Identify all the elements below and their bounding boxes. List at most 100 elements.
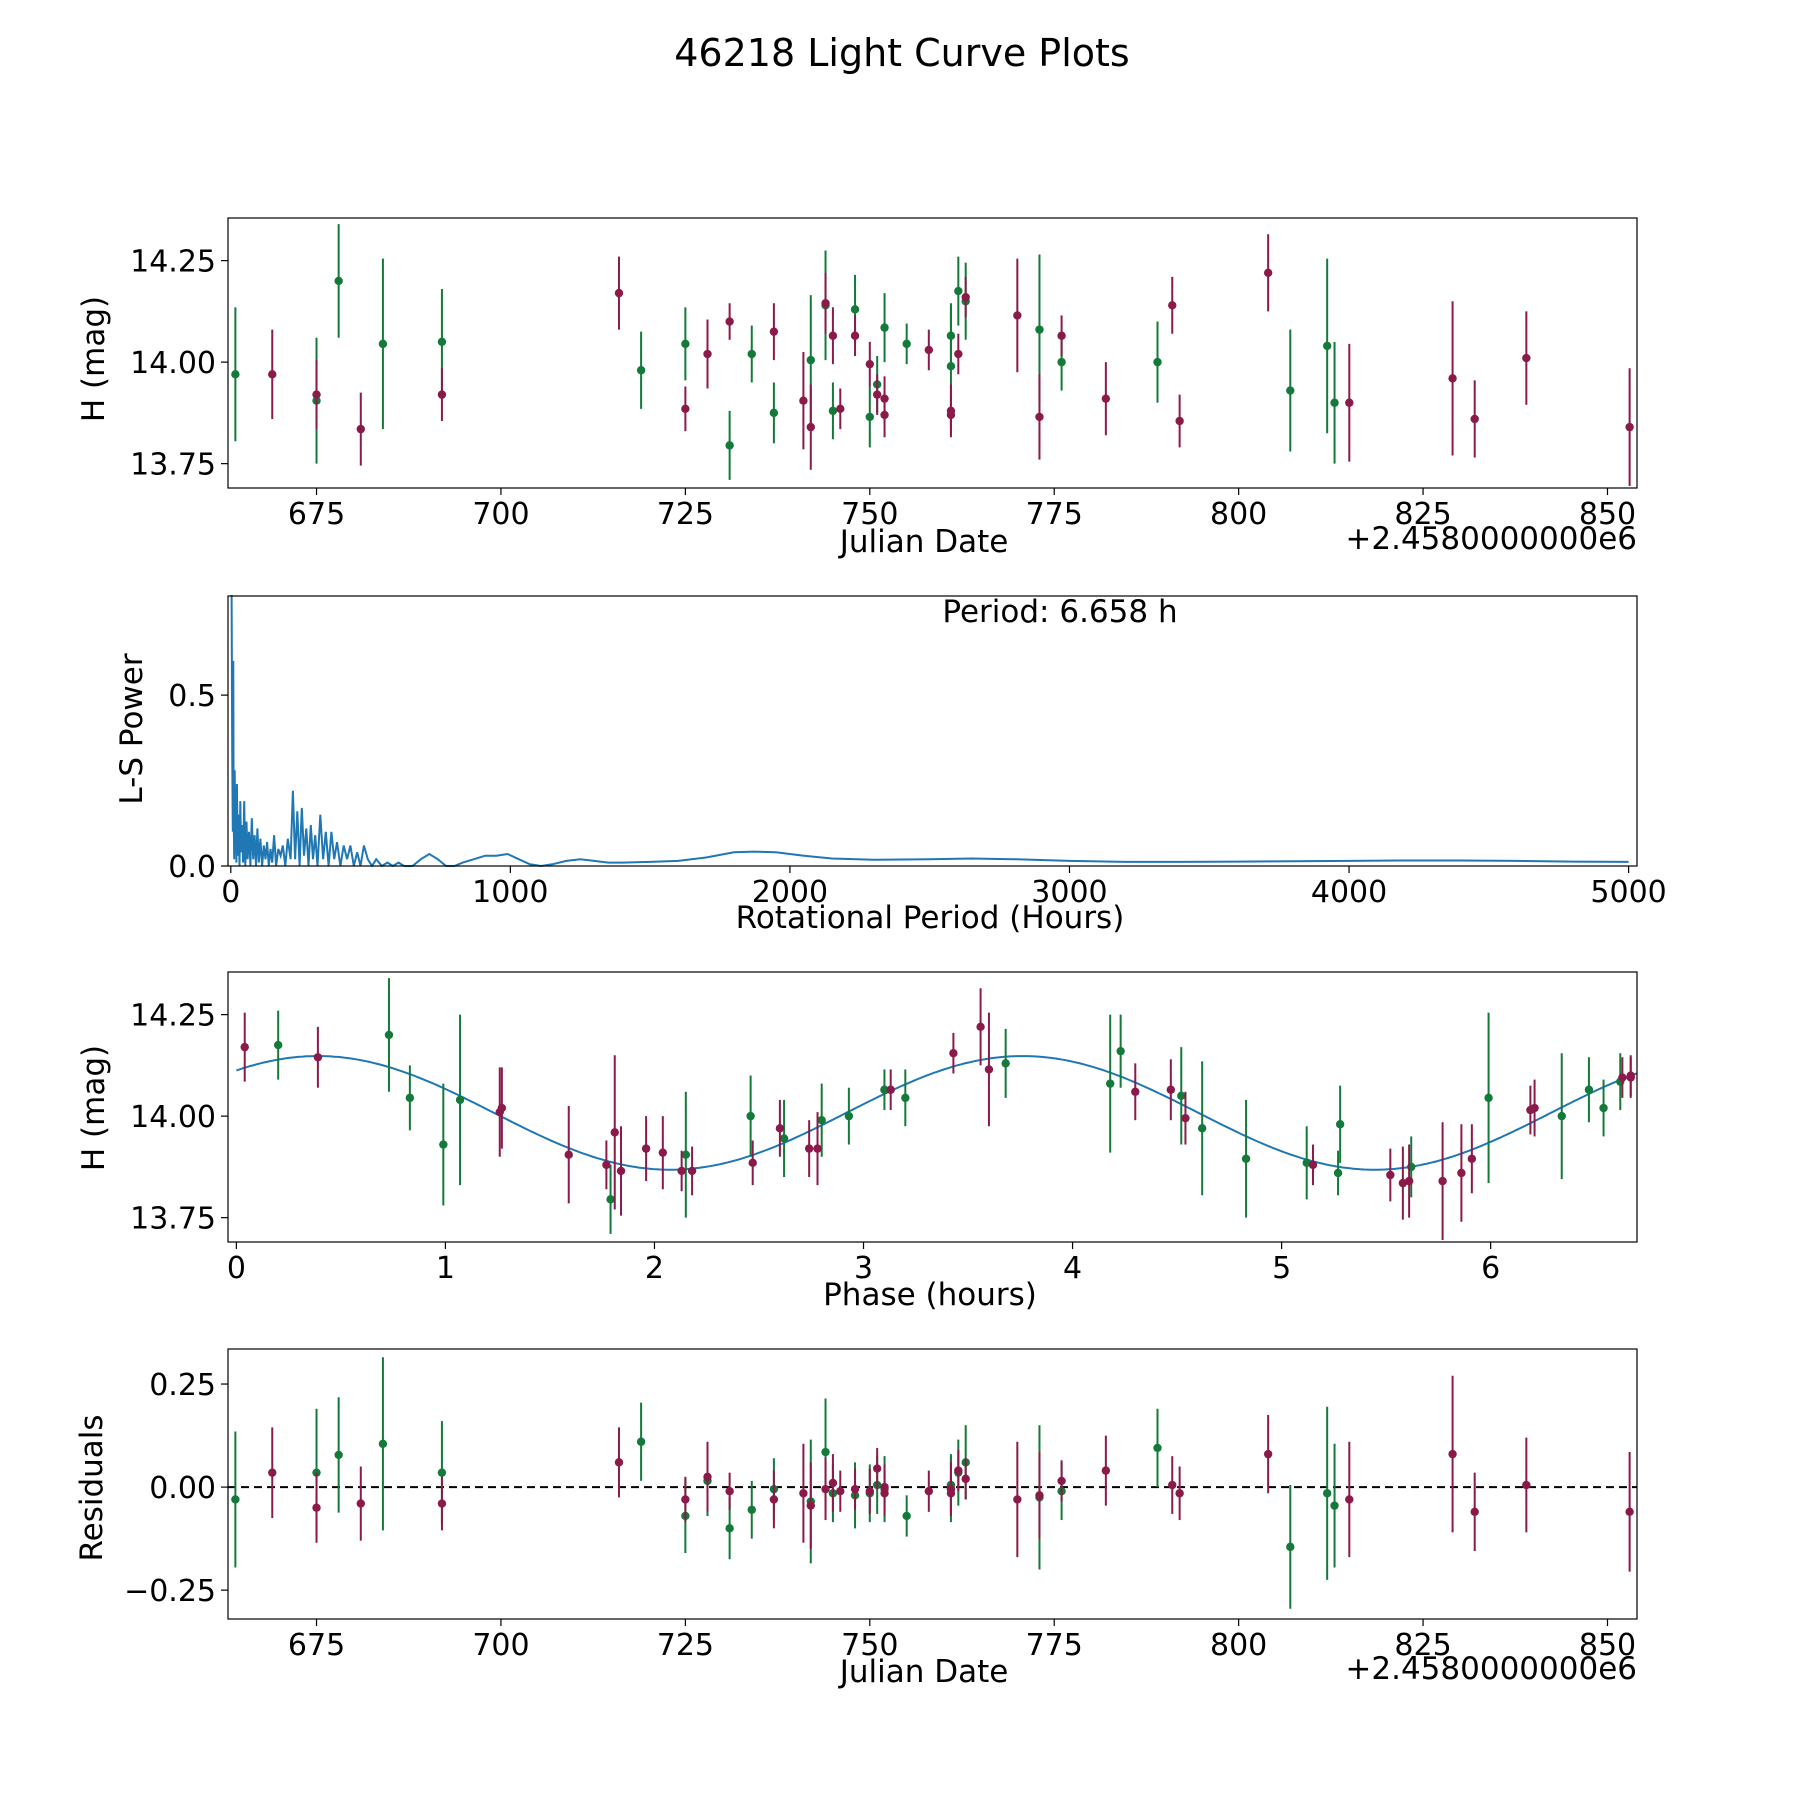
light-curve-data-point — [946, 331, 956, 340]
light-curve-data-point — [850, 331, 860, 340]
light-curve-data-point — [1168, 301, 1177, 310]
residuals-x-tick-label: 850 — [1579, 1628, 1636, 1663]
residuals-data-point — [821, 1447, 830, 1457]
periodogram-y-label: L-S Power — [114, 653, 150, 804]
residuals-data-point — [356, 1499, 365, 1508]
residuals-data-point — [334, 1450, 343, 1460]
phased-data-point — [658, 1148, 668, 1157]
phased-data-point — [1484, 1093, 1493, 1103]
phased-x-tick-label: 3 — [854, 1251, 873, 1286]
phased-x-tick-label: 4 — [1063, 1251, 1082, 1286]
phased-data-point — [606, 1195, 615, 1204]
light-curve-data-point — [231, 370, 240, 379]
light-curve-x-tick-label: 800 — [1210, 497, 1267, 532]
phased-data-point — [1197, 1124, 1207, 1133]
light-curve-data-point — [924, 345, 934, 355]
phased-data-point — [1626, 1071, 1635, 1080]
light-curve-data-point — [1263, 268, 1273, 278]
residuals-x-label: Julian Date — [838, 1654, 1009, 1690]
phased-data-point — [1557, 1111, 1566, 1121]
light-curve-y-tick-label: 14.00 — [130, 346, 216, 381]
light-curve-data-point — [268, 370, 277, 379]
light-curve-data-point — [865, 359, 874, 369]
light-curve-x-tick-label: 700 — [472, 497, 529, 532]
phased-data-point — [1467, 1154, 1477, 1163]
residuals-data-point — [1057, 1476, 1066, 1486]
light-curve-x-tick-label: 825 — [1394, 497, 1451, 532]
light-curve-data-point — [312, 390, 321, 399]
phased-data-point — [1308, 1160, 1318, 1170]
phased-data-point — [1386, 1170, 1395, 1180]
light-curve-data-point — [1035, 412, 1044, 422]
residuals-points — [231, 1357, 1634, 1609]
residuals-data-point — [378, 1439, 388, 1449]
light-curve-x-tick-label: 750 — [841, 497, 898, 532]
phased-data-point — [976, 1022, 985, 1032]
residuals-data-point — [636, 1437, 646, 1446]
periodogram-x-tick-label: 0 — [221, 875, 240, 910]
phased-data-point — [1333, 1168, 1343, 1178]
residuals-x-tick-label: 775 — [1026, 1628, 1083, 1663]
phased-x-tick-label: 2 — [645, 1251, 664, 1286]
light-curve-y-tick-label: 14.25 — [130, 245, 216, 280]
residuals-data-point — [946, 1484, 956, 1494]
phased-x-tick-label: 6 — [1481, 1251, 1500, 1286]
residuals-data-point — [1035, 1491, 1044, 1500]
phased-data-point — [844, 1111, 854, 1121]
phased-data-point — [602, 1160, 611, 1170]
period-annotation: Period: 6.658 h — [942, 594, 1177, 630]
phased-data-point — [1404, 1176, 1414, 1186]
light-curve-data-point — [681, 404, 690, 414]
residuals-data-point — [1175, 1489, 1184, 1498]
residuals-data-point — [821, 1484, 830, 1494]
light-curve-data-point — [902, 339, 911, 349]
light-curve-data-point — [850, 305, 860, 314]
phased-points — [240, 978, 1635, 1240]
phased-x-tick-label: 0 — [227, 1251, 246, 1286]
residuals-data-point — [850, 1484, 860, 1494]
phased-data-point — [681, 1150, 691, 1159]
light-curve-data-point — [747, 349, 756, 359]
light-curve-data-point — [1101, 394, 1111, 403]
phased-data-point — [775, 1124, 785, 1133]
residuals-data-point — [1625, 1507, 1634, 1517]
phased-data-point — [1438, 1176, 1447, 1186]
residuals-data-point — [769, 1495, 779, 1504]
light-curve-data-point — [880, 323, 889, 332]
residuals-data-point — [1168, 1480, 1177, 1490]
light-curve-data-point — [769, 327, 779, 336]
phased-plot-frame — [227, 971, 1638, 1243]
light-curve-data-point — [1330, 398, 1339, 407]
residuals-x-tick-label: 750 — [841, 1628, 898, 1663]
residuals-data-point — [799, 1489, 808, 1498]
phased-data-point — [949, 1049, 958, 1058]
phased-data-point — [439, 1140, 448, 1149]
phased-data-point — [1131, 1087, 1140, 1096]
light-curve-data-point — [1057, 357, 1066, 367]
light-curve-data-point — [1013, 311, 1022, 320]
residuals-x-tick-label: 825 — [1394, 1628, 1451, 1663]
light-curve-data-point — [769, 408, 779, 418]
phased-data-point — [1457, 1168, 1466, 1178]
residuals-y-tick-label: 0.25 — [149, 1368, 216, 1403]
residuals-panel: Residuals Julian Date +2.4580000000e6 — [74, 1414, 1637, 1690]
phased-data-point — [497, 1103, 507, 1113]
phased-data-point — [1105, 1079, 1115, 1088]
residuals-data-point — [961, 1474, 970, 1484]
phased-data-point — [616, 1166, 626, 1176]
periodogram-y-tick-label: 0.5 — [168, 679, 216, 714]
phased-x-tick-label: 5 — [1272, 1251, 1291, 1286]
residuals-x-tick-label: 700 — [472, 1628, 529, 1663]
phased-data-point — [610, 1128, 619, 1137]
phased-data-point — [804, 1144, 814, 1153]
light-curve-data-point — [799, 396, 808, 405]
light-curve-panel: H (mag) Julian Date +2.4580000000e6 — [76, 296, 1637, 560]
periodogram-plot-frame — [227, 595, 1638, 867]
light-curve-data-point — [865, 412, 874, 422]
residuals-x-tick-label: 800 — [1210, 1628, 1267, 1663]
light-curve-x-tick-label: 675 — [288, 497, 345, 532]
phased-data-point — [748, 1158, 757, 1168]
light-curve-data-point — [1322, 341, 1332, 351]
residuals-data-point — [902, 1511, 911, 1521]
phased-y-tick-label: 13.75 — [130, 1202, 216, 1237]
